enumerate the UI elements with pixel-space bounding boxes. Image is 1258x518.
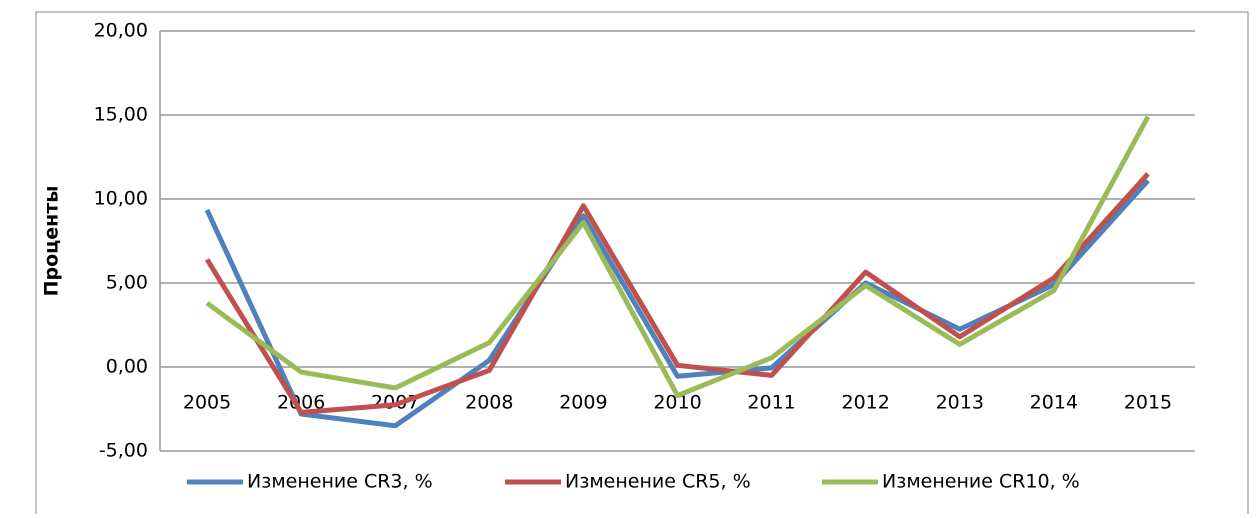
y-tick-label: -5,00 [99, 440, 148, 462]
x-tick-label: 2015 [1124, 392, 1172, 414]
y-tick-label: 15,00 [94, 104, 148, 126]
y-tick-label: 5,00 [106, 272, 148, 294]
x-tick-label: 2009 [559, 392, 607, 414]
y-tick-label: 10,00 [94, 188, 148, 210]
legend-label: Изменение CR3, % [247, 471, 433, 493]
data-line [204, 178, 1150, 429]
x-tick-label: 2005 [183, 392, 231, 414]
data-line [205, 115, 1151, 399]
x-tick-label: 2013 [936, 392, 984, 414]
chart-border [35, 11, 1249, 514]
x-tick-label: 2008 [465, 392, 513, 414]
data-line [204, 172, 1150, 415]
legend-label: Изменение CR5, % [565, 471, 751, 493]
y-tick-label: 20,00 [94, 20, 148, 42]
x-tick-label: 2010 [653, 392, 701, 414]
y-axis-label: Проценты [41, 186, 63, 297]
x-tick-label: 2011 [747, 392, 795, 414]
x-tick-label: 2012 [842, 392, 890, 414]
y-tick-label: 0,00 [106, 356, 148, 378]
legend-label: Изменение CR10, % [882, 471, 1080, 493]
x-tick-label: 2014 [1030, 392, 1078, 414]
